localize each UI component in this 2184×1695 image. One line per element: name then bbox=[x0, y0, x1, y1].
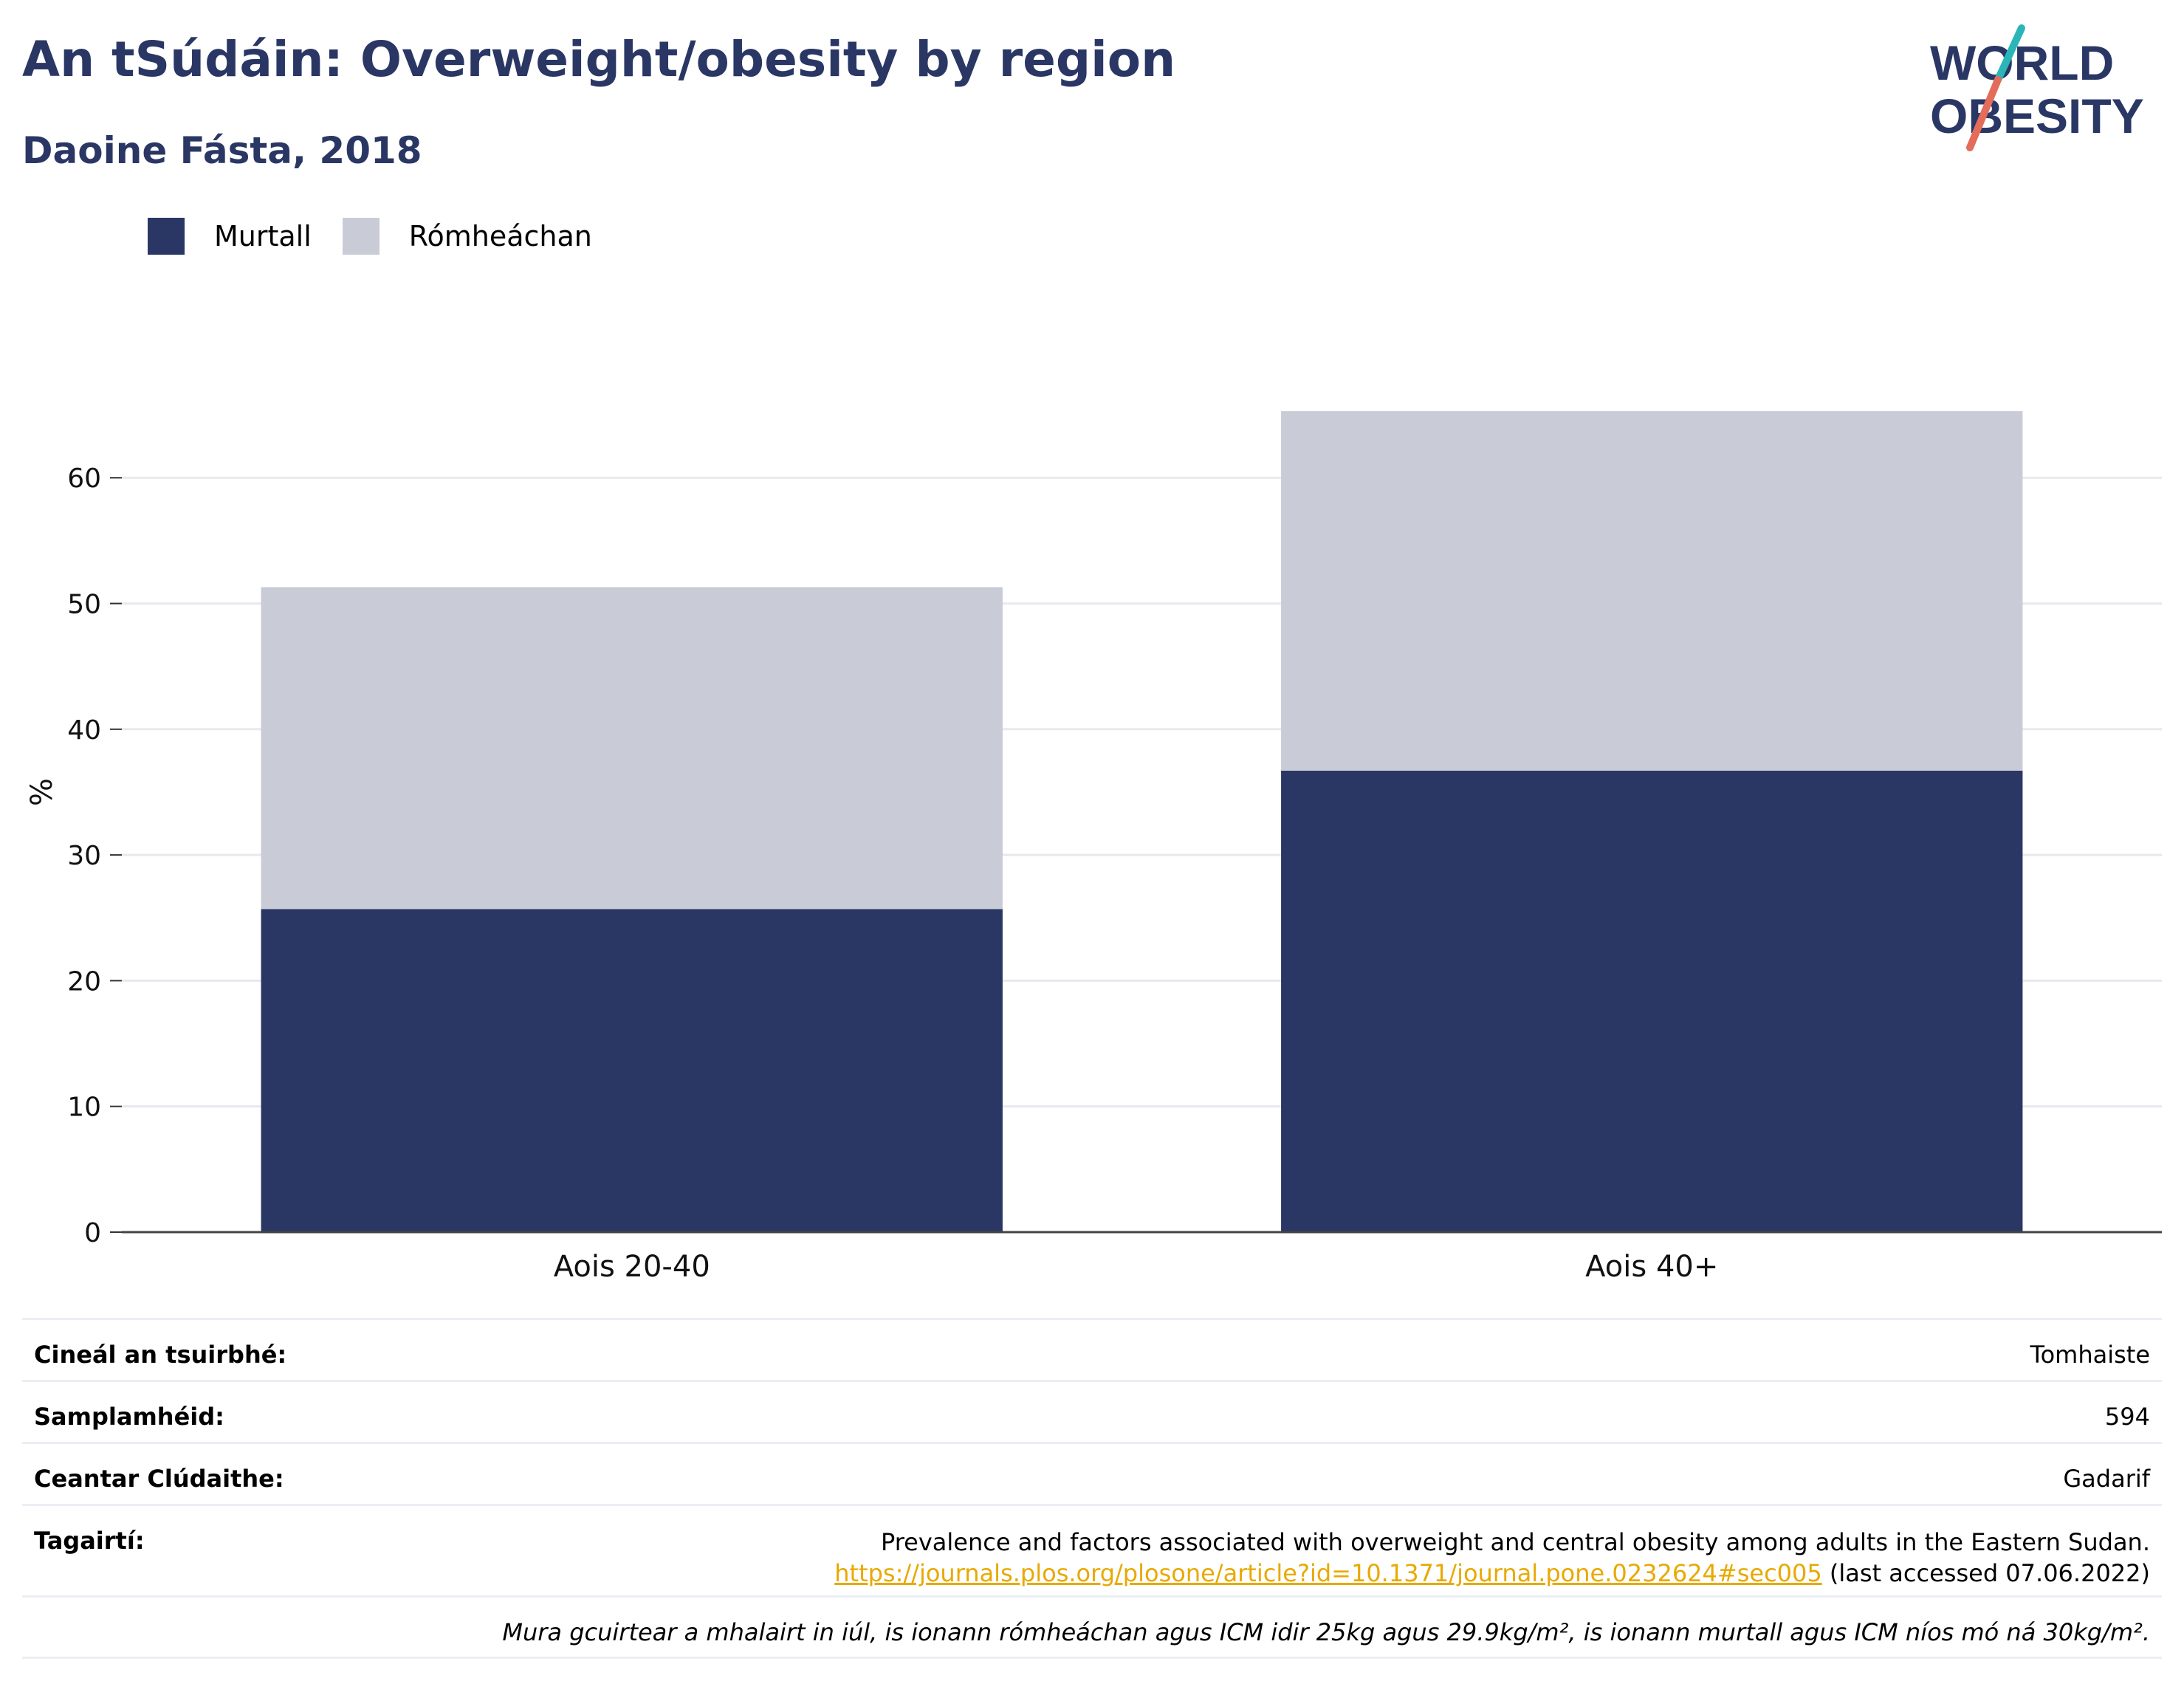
reference-link-line: https://journals.plos.org/plosone/articl… bbox=[834, 1558, 2150, 1589]
info-row-sample-size: Samplamhéid: 594 bbox=[22, 1380, 2162, 1442]
reference-text: Prevalence and factors associated with o… bbox=[880, 1528, 2150, 1556]
legend-label-romheachan: Rómheáchan bbox=[408, 220, 592, 252]
info-row-note: Mura gcuirtear a mhalairt in iúl, is ion… bbox=[22, 1595, 2162, 1659]
chart-legend: Murtall Rómheáchan bbox=[148, 218, 623, 255]
survey-type-label: Cineál an tsuirbhé: bbox=[34, 1341, 287, 1369]
bar-murtall bbox=[1281, 770, 2023, 1232]
references-label: Tagairtí: bbox=[34, 1527, 145, 1555]
reference-link[interactable]: https://journals.plos.org/plosone/articl… bbox=[834, 1559, 1822, 1587]
bar-chart: 0 10 20 30 40 50 60% Aois 20-40 Aois 40+ bbox=[25, 410, 2162, 1277]
info-row-survey-type: Cineál an tsuirbhé: Tomhaiste bbox=[22, 1318, 2162, 1380]
chart-subtitle: Daoine Fásta, 2018 bbox=[22, 129, 422, 172]
y-tick-label: 60 bbox=[67, 464, 101, 494]
legend-item-romheachan[interactable]: Rómheáchan bbox=[342, 218, 592, 255]
bar-romheachan bbox=[261, 587, 1003, 910]
logo-line1: WORLD bbox=[1930, 35, 2114, 90]
world-obesity-logo: WORLD OBESITY bbox=[1930, 24, 2144, 151]
legend-swatch-romheachan bbox=[342, 218, 380, 255]
y-axis-label: % bbox=[25, 778, 59, 806]
y-tick-label: 30 bbox=[67, 841, 101, 871]
info-row-references: Tagairtí: Prevalence and factors associa… bbox=[22, 1504, 2162, 1595]
sample-size-value: 594 bbox=[2104, 1403, 2150, 1431]
logo-line2: OBESITY bbox=[1930, 89, 2144, 143]
legend-item-murtall[interactable]: Murtall bbox=[148, 218, 312, 255]
chart-title: An tSúdáin: Overweight/obesity by region bbox=[22, 31, 1176, 88]
y-tick-label: 0 bbox=[84, 1218, 101, 1248]
legend-swatch-murtall bbox=[148, 218, 185, 255]
reference-accessed: (last accessed 07.06.2022) bbox=[1821, 1559, 2150, 1587]
references-value: Prevalence and factors associated with o… bbox=[834, 1527, 2150, 1589]
y-tick-label: 40 bbox=[67, 715, 101, 746]
sample-size-label: Samplamhéid: bbox=[34, 1403, 224, 1431]
definition-note: Mura gcuirtear a mhalairt in iúl, is ion… bbox=[502, 1618, 2150, 1646]
legend-label-murtall: Murtall bbox=[214, 220, 312, 252]
logo-slash-teal bbox=[1994, 24, 2025, 83]
bar-romheachan bbox=[1281, 410, 2023, 771]
bar-murtall bbox=[261, 909, 1003, 1232]
area-label: Ceantar Clúdaithe: bbox=[34, 1465, 284, 1493]
logo-slash-coral bbox=[1966, 76, 2002, 151]
x-tick-label: Aois 20-40 bbox=[554, 1250, 710, 1277]
info-row-area: Ceantar Clúdaithe: Gadarif bbox=[22, 1442, 2162, 1504]
x-tick-label: Aois 40+ bbox=[1585, 1250, 1718, 1277]
y-tick-label: 10 bbox=[67, 1093, 101, 1123]
area-value: Gadarif bbox=[2063, 1465, 2150, 1493]
y-tick-label: 20 bbox=[67, 966, 101, 997]
survey-type-value: Tomhaiste bbox=[2030, 1341, 2150, 1369]
y-tick-label: 50 bbox=[67, 590, 101, 620]
survey-info-table: Cineál an tsuirbhé: Tomhaiste Samplamhéi… bbox=[22, 1318, 2162, 1659]
